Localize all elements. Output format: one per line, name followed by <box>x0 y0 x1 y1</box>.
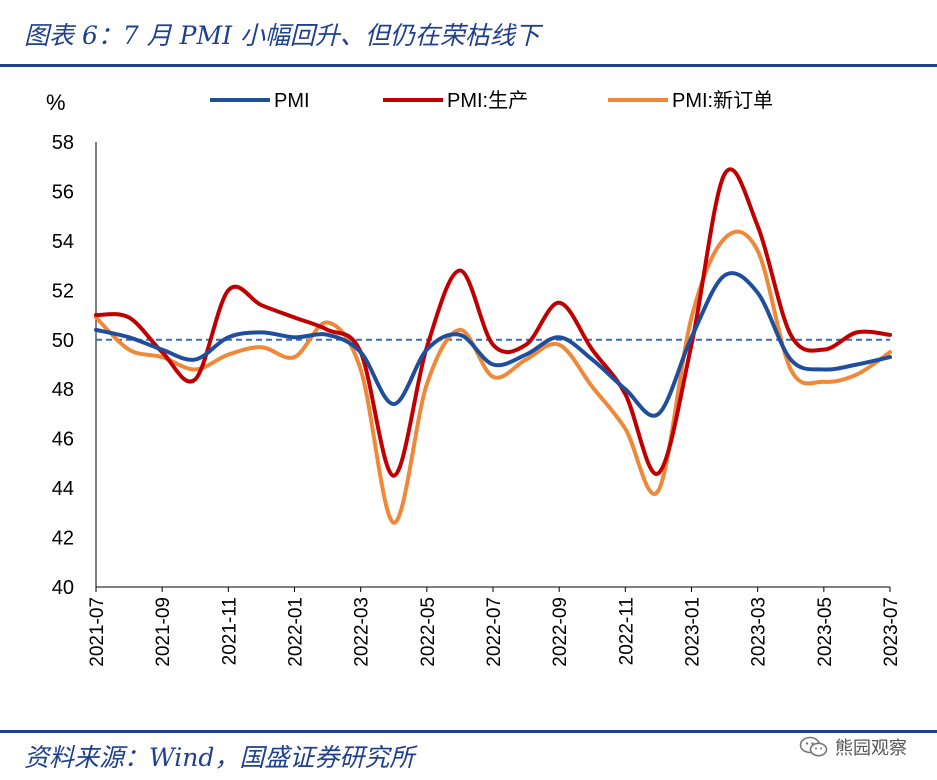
y-tick-label: 52 <box>52 280 74 302</box>
x-tick-label: 2023-05 <box>815 597 836 667</box>
y-tick-label: 50 <box>52 330 74 352</box>
x-tick-label: 2022-09 <box>550 597 571 667</box>
x-tick-label: 2022-07 <box>484 597 505 667</box>
legend-label-1: PMI:生产 <box>447 89 528 112</box>
x-tick-label: 2021-07 <box>87 597 108 667</box>
x-tick-label: 2021-11 <box>219 597 240 665</box>
x-tick-label: 2022-11 <box>616 597 637 665</box>
wechat-icon <box>799 736 828 757</box>
x-tick-label: 2021-09 <box>153 597 174 667</box>
source-rule <box>0 730 937 733</box>
watermark: 熊园观察 <box>799 734 907 760</box>
source-note: 资料来源：Wind，国盛证券研究所 <box>24 743 415 772</box>
y-tick-label: 56 <box>52 181 74 203</box>
y-tick-label: 58 <box>52 132 74 154</box>
watermark-text: 熊园观察 <box>835 738 907 759</box>
series-lines <box>94 167 892 525</box>
x-tick-label: 2022-05 <box>418 597 439 667</box>
legend-label-2: PMI:新订单 <box>672 89 773 112</box>
x-tick-label: 2023-07 <box>881 597 902 667</box>
y-tick-labels: 40 42 44 46 48 50 52 54 56 58 <box>52 132 74 599</box>
x-tick-label: 2022-03 <box>352 597 373 667</box>
legend: PMI PMI:生产 PMI:新订单 <box>210 89 773 112</box>
x-tick-labels: 2021-07 2021-09 2021-11 2022-01 2022-03 2022-… <box>87 587 902 667</box>
series-line-0 <box>94 271 892 418</box>
series-line-2 <box>94 229 892 525</box>
x-tick-label: 2023-03 <box>749 597 770 667</box>
y-tick-label: 54 <box>52 231 74 253</box>
x-tick-label: 2022-01 <box>286 597 307 667</box>
y-unit-label: % <box>46 90 66 115</box>
legend-label-0: PMI <box>274 90 310 112</box>
y-tick-label: 48 <box>52 379 74 401</box>
y-tick-label: 40 <box>52 577 74 599</box>
y-tick-label: 44 <box>52 478 74 500</box>
series-line-1 <box>94 167 892 478</box>
y-tick-label: 42 <box>52 528 74 550</box>
title-rule <box>0 64 937 67</box>
figure-title: 图表 6：7 月 PMI 小幅回升、但仍在荣枯线下 <box>24 21 540 50</box>
x-tick-label: 2023-01 <box>683 597 704 667</box>
y-tick-label: 46 <box>52 429 74 451</box>
